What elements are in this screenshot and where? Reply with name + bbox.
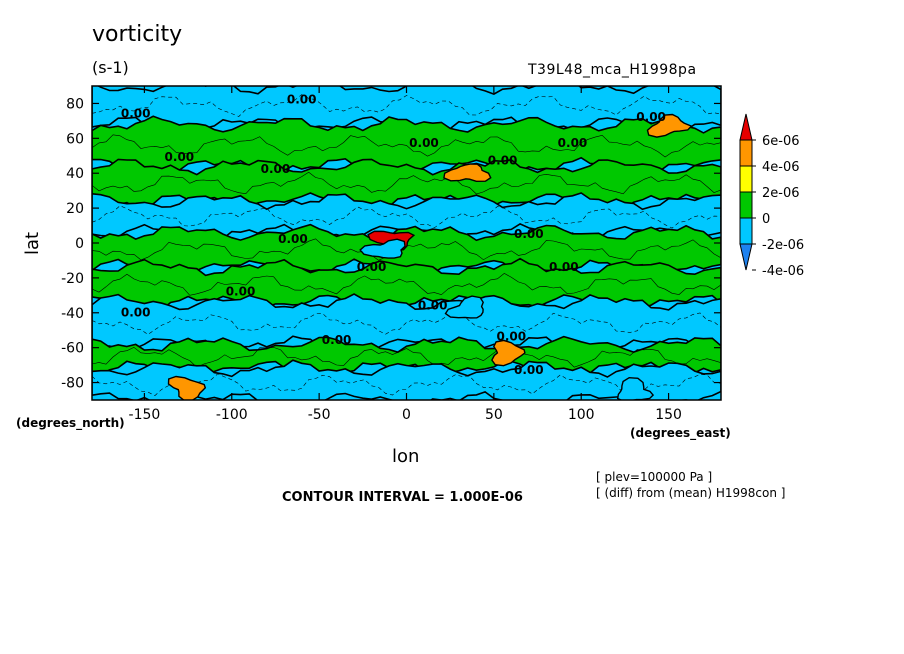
x-axis-unit: (degrees_east) — [630, 426, 731, 440]
colorbar-min-arrow — [739, 243, 753, 271]
contour-label-5: 0.00 — [488, 154, 518, 168]
colorbar-segment-0 — [739, 139, 753, 167]
contour-field: 0.00 0.00 0.00 0.00 0.00 0.00 0.00 0.00 0.00 0.00… — [92, 86, 721, 400]
contour-label-0: 0.00 — [121, 106, 151, 120]
colorbar-segment-3 — [739, 217, 753, 245]
thin-contour-2 — [92, 171, 721, 195]
contour-label-13: 0.00 — [549, 260, 579, 274]
colorbar-label-4: -2e-06 — [762, 238, 804, 253]
y-tick-label-8: 80 — [66, 96, 84, 112]
chart-title: vorticity — [92, 22, 183, 47]
run-label: T39L48_mca_H1998pa — [528, 62, 697, 78]
vorticity-feature-1 — [646, 113, 693, 138]
thin-contour-6 — [92, 312, 721, 335]
contour-label-15: 0.00 — [514, 363, 544, 377]
thin-contour-8 — [92, 373, 721, 396]
vorticity-feature-2 — [491, 339, 526, 367]
y-axis-ticks: -80 -60 -40 -20 0 20 40 60 80 — [61, 96, 721, 392]
thin-contour-1 — [92, 134, 721, 158]
y-axis-unit: (degrees_north) — [16, 416, 125, 430]
colorbar: 6e-06 4e-06 2e-06 0 -2e-06 -4e-06 — [739, 113, 804, 279]
contour-label-7: 0.00 — [636, 110, 666, 124]
contour-label-17: 0.00 — [514, 227, 544, 241]
y-tick-label-7: 60 — [66, 131, 84, 147]
chart-units: (s-1) — [92, 58, 129, 77]
vorticity-feature-0 — [443, 163, 492, 183]
y-axis-label: lat — [22, 231, 43, 255]
x-tick-label-2: -50 — [308, 407, 331, 423]
vorticity-feature-5 — [359, 238, 406, 259]
contour-label-10: 0.00 — [418, 298, 448, 312]
colorbar-label-2: 2e-06 — [762, 186, 800, 201]
x-tick-label-5: 100 — [568, 407, 595, 423]
y-tick-label-1: -60 — [61, 341, 84, 357]
thin-contour-0 — [92, 94, 721, 117]
colorbar-label-1: 4e-06 — [762, 160, 800, 175]
x-tick-label-0: -150 — [129, 407, 161, 423]
contour-interval-note: CONTOUR INTERVAL = 1.000E-06 — [282, 490, 523, 505]
colorbar-label-5: -4e-06 — [762, 264, 804, 279]
contour-label-9: 0.00 — [357, 260, 387, 274]
thin-contour-3 — [92, 205, 721, 229]
y-tick-label-3: -20 — [61, 271, 84, 287]
contour-label-12: 0.00 — [497, 330, 527, 344]
y-tick-label-6: 40 — [66, 166, 84, 182]
contour-label-2: 0.00 — [287, 92, 317, 106]
y-tick-label-5: 20 — [66, 201, 84, 217]
x-tick-label-1: -100 — [216, 407, 248, 423]
y-tick-label-0: -80 — [61, 376, 84, 392]
colorbar-segment-2 — [739, 191, 753, 219]
contour-label-4: 0.00 — [409, 136, 439, 150]
colorbar-label-0: 6e-06 — [762, 134, 800, 149]
colorbar-label-3: 0 — [762, 212, 770, 227]
x-tick-label-3: 0 — [402, 407, 411, 423]
contour-label-16: 0.00 — [278, 232, 308, 246]
vorticity-feature-6 — [444, 295, 484, 319]
contour-label-1: 0.00 — [165, 150, 195, 164]
contour-label-14: 0.00 — [121, 305, 151, 319]
diff-annotation: [ (diff) from (mean) H1998con ] — [596, 486, 786, 500]
x-tick-label-4: 50 — [485, 407, 503, 423]
contour-label-11: 0.00 — [322, 333, 352, 347]
colorbar-segment-1 — [739, 165, 753, 193]
y-tick-label-2: -40 — [61, 306, 84, 322]
contour-label-3: 0.00 — [261, 162, 291, 176]
x-axis-ticks: -150 -100 -50 0 50 100 150 — [129, 86, 682, 423]
plev-annotation: [ plev=100000 Pa ] — [596, 470, 713, 484]
x-axis-label: lon — [392, 446, 420, 467]
x-tick-label-6: 150 — [655, 407, 682, 423]
contour-label-8: 0.00 — [226, 284, 256, 298]
contour-label-6: 0.00 — [558, 136, 588, 150]
vorticity-band-8 — [92, 359, 721, 400]
vorticity-feature-3 — [167, 375, 207, 400]
thin-contour-5 — [92, 273, 721, 296]
y-tick-label-4: 0 — [75, 236, 84, 252]
colorbar-max-arrow — [739, 113, 753, 141]
